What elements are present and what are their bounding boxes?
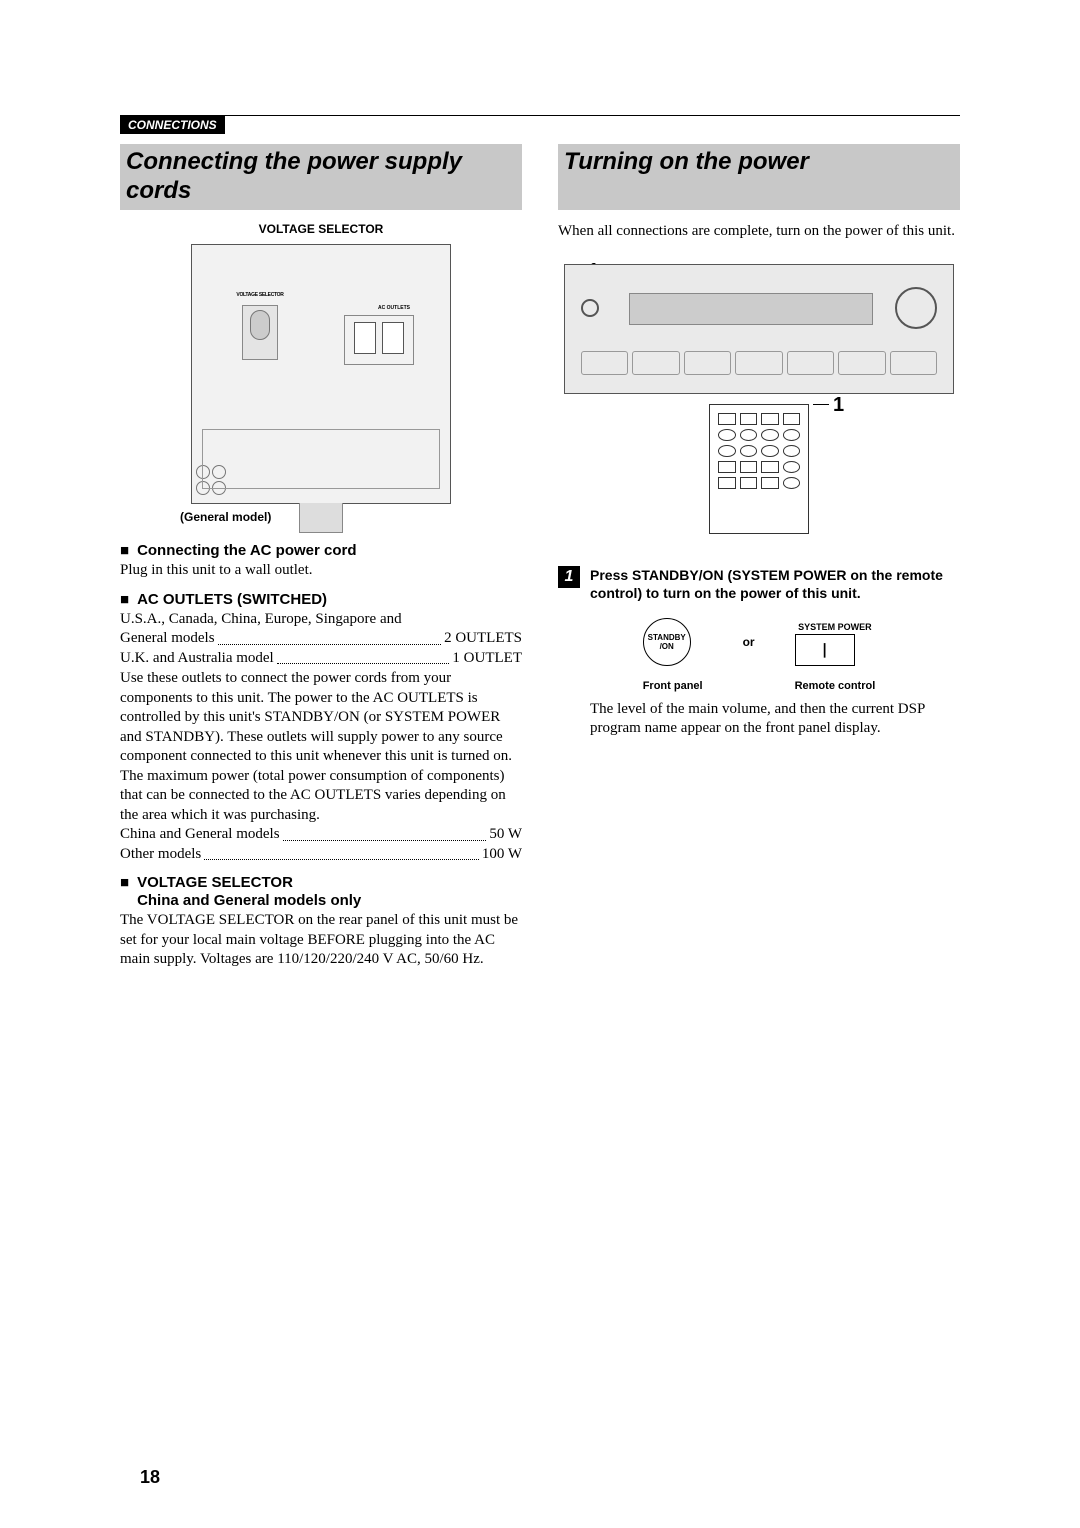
ac-cord-body: Plug in this unit to a wall outlet. bbox=[120, 561, 522, 581]
remote-control-figure bbox=[709, 404, 809, 534]
voltage-selector-icon bbox=[242, 305, 278, 360]
standby-button-icon bbox=[581, 299, 599, 317]
outlet-icon bbox=[354, 322, 376, 354]
remote-mini: SYSTEM POWER ❘ Remote control bbox=[795, 623, 876, 692]
outlets-line1a: U.S.A., Canada, China, Europe, Singapore… bbox=[120, 610, 522, 630]
panel-button-icon bbox=[890, 351, 937, 375]
dotline-left: China and General models bbox=[120, 825, 280, 845]
right-heading: Turning on the power bbox=[564, 148, 954, 177]
system-power-button-icon: ❘ bbox=[795, 634, 855, 666]
remote-button-icon bbox=[761, 413, 779, 425]
mini-figures-row: STANDBY /ON Front panel or SYSTEM POWER … bbox=[558, 618, 960, 692]
remote-button-icon bbox=[718, 429, 736, 441]
outlet-icon bbox=[382, 322, 404, 354]
system-power-label: SYSTEM POWER bbox=[795, 623, 876, 632]
remote-button-icon bbox=[740, 461, 758, 473]
rear-panel-figure: VOLTAGE SELECTOR AC OUTLETS bbox=[191, 244, 451, 504]
left-column: Connecting the power supply cords VOLTAG… bbox=[120, 144, 522, 970]
remote-button-icon bbox=[783, 429, 801, 441]
remote-button-icon bbox=[761, 477, 779, 489]
volume-knob-icon bbox=[895, 287, 937, 329]
right-intro: When all connections are complete, turn … bbox=[558, 222, 960, 242]
left-heading-band: Connecting the power supply cords bbox=[120, 144, 522, 210]
ac-outlets-icon bbox=[344, 315, 414, 365]
remote-button-icon bbox=[740, 413, 758, 425]
remote-button-icon bbox=[761, 461, 779, 473]
standby-on-circle-icon: STANDBY /ON bbox=[643, 618, 691, 666]
subhead-ac-cord: ■ Connecting the AC power cord bbox=[120, 542, 522, 560]
dotline-left: Other models bbox=[120, 845, 201, 865]
right-column: Turning on the power When all connection… bbox=[558, 144, 960, 970]
panel-button-icon bbox=[838, 351, 885, 375]
voltage-label-in-fig: VOLTAGE SELECTOR bbox=[236, 293, 284, 298]
remote-button-icon bbox=[740, 429, 758, 441]
two-column-layout: Connecting the power supply cords VOLTAG… bbox=[120, 144, 960, 970]
ac-outlets-label-in-fig: AC OUTLETS bbox=[378, 305, 410, 311]
remote-button-icon bbox=[718, 477, 736, 489]
voltage-selector-top-label: VOLTAGE SELECTOR bbox=[120, 222, 522, 236]
remote-button-icon bbox=[783, 413, 801, 425]
outlets-dotline-3: China and General models 50 W bbox=[120, 825, 522, 845]
remote-button-icon bbox=[761, 445, 779, 457]
callout-number-side: 1 bbox=[833, 394, 844, 417]
remote-button-icon bbox=[783, 477, 801, 489]
remote-button-icon bbox=[718, 413, 736, 425]
panel-button-icon bbox=[581, 351, 628, 375]
display-window-icon bbox=[629, 293, 873, 325]
dotline-right: 100 W bbox=[482, 845, 522, 865]
subhead-text: AC OUTLETS (SWITCHED) bbox=[137, 591, 327, 609]
power-cord-icon bbox=[299, 503, 343, 533]
mini-label: Front panel bbox=[643, 680, 703, 692]
subhead-voltage-selector: ■ VOLTAGE SELECTOR China and General mod… bbox=[120, 874, 522, 910]
rear-info-plate bbox=[202, 429, 440, 489]
remote-figure-wrap: 1 bbox=[558, 398, 960, 544]
receiver-front-figure bbox=[564, 264, 954, 394]
step-1: 1 Press STANDBY/ON (SYSTEM POWER on the … bbox=[558, 566, 960, 602]
dotline-right: 2 OUTLETS bbox=[444, 629, 522, 649]
section-header: CONNECTIONS bbox=[120, 115, 960, 138]
panel-button-icon bbox=[787, 351, 834, 375]
dotline-right: 50 W bbox=[489, 825, 522, 845]
panel-button-icon bbox=[684, 351, 731, 375]
square-bullet-icon: ■ bbox=[120, 543, 129, 558]
callout-line-icon bbox=[813, 404, 829, 405]
square-bullet-icon: ■ bbox=[120, 592, 129, 607]
step-text: Press STANDBY/ON (SYSTEM POWER on the re… bbox=[590, 566, 960, 602]
receiver-figure-wrap: 1 bbox=[558, 264, 960, 394]
step-number-badge: 1 bbox=[558, 566, 580, 588]
subhead-text: VOLTAGE SELECTOR China and General model… bbox=[137, 874, 361, 910]
mini-label: Remote control bbox=[795, 680, 876, 692]
subhead-text: Connecting the AC power cord bbox=[137, 542, 356, 560]
outlets-dotline-1: General models 2 OUTLETS bbox=[120, 629, 522, 649]
right-heading-band: Turning on the power bbox=[558, 144, 960, 210]
front-panel-mini: STANDBY /ON Front panel bbox=[643, 618, 703, 692]
dotline-left: General models bbox=[120, 629, 215, 649]
remote-button-icon bbox=[718, 445, 736, 457]
outlets-dotline-2: U.K. and Australia model 1 OUTLET bbox=[120, 649, 522, 669]
subhead-ac-outlets: ■ AC OUTLETS (SWITCHED) bbox=[120, 591, 522, 609]
panel-button-icon bbox=[632, 351, 679, 375]
or-label: or bbox=[743, 635, 755, 675]
dotline-right: 1 OUTLET bbox=[452, 649, 522, 669]
panel-button-icon bbox=[735, 351, 782, 375]
figure-caption: (General model) bbox=[180, 510, 522, 524]
voltage-selector-body: The VOLTAGE SELECTOR on the rear panel o… bbox=[120, 911, 522, 970]
remote-button-icon bbox=[761, 429, 779, 441]
section-tag: CONNECTIONS bbox=[120, 116, 225, 134]
left-heading: Connecting the power supply cords bbox=[126, 148, 516, 206]
step-result-text: The level of the main volume, and then t… bbox=[590, 700, 960, 739]
remote-button-icon bbox=[740, 445, 758, 457]
outlets-para: Use these outlets to connect the power c… bbox=[120, 669, 522, 825]
outlets-dotline-4: Other models 100 W bbox=[120, 845, 522, 865]
dotline-left: U.K. and Australia model bbox=[120, 649, 274, 669]
remote-button-icon bbox=[740, 477, 758, 489]
remote-button-icon bbox=[783, 461, 801, 473]
square-bullet-icon: ■ bbox=[120, 875, 129, 890]
page-number: 18 bbox=[140, 1467, 160, 1488]
remote-button-icon bbox=[718, 461, 736, 473]
remote-button-icon bbox=[783, 445, 801, 457]
